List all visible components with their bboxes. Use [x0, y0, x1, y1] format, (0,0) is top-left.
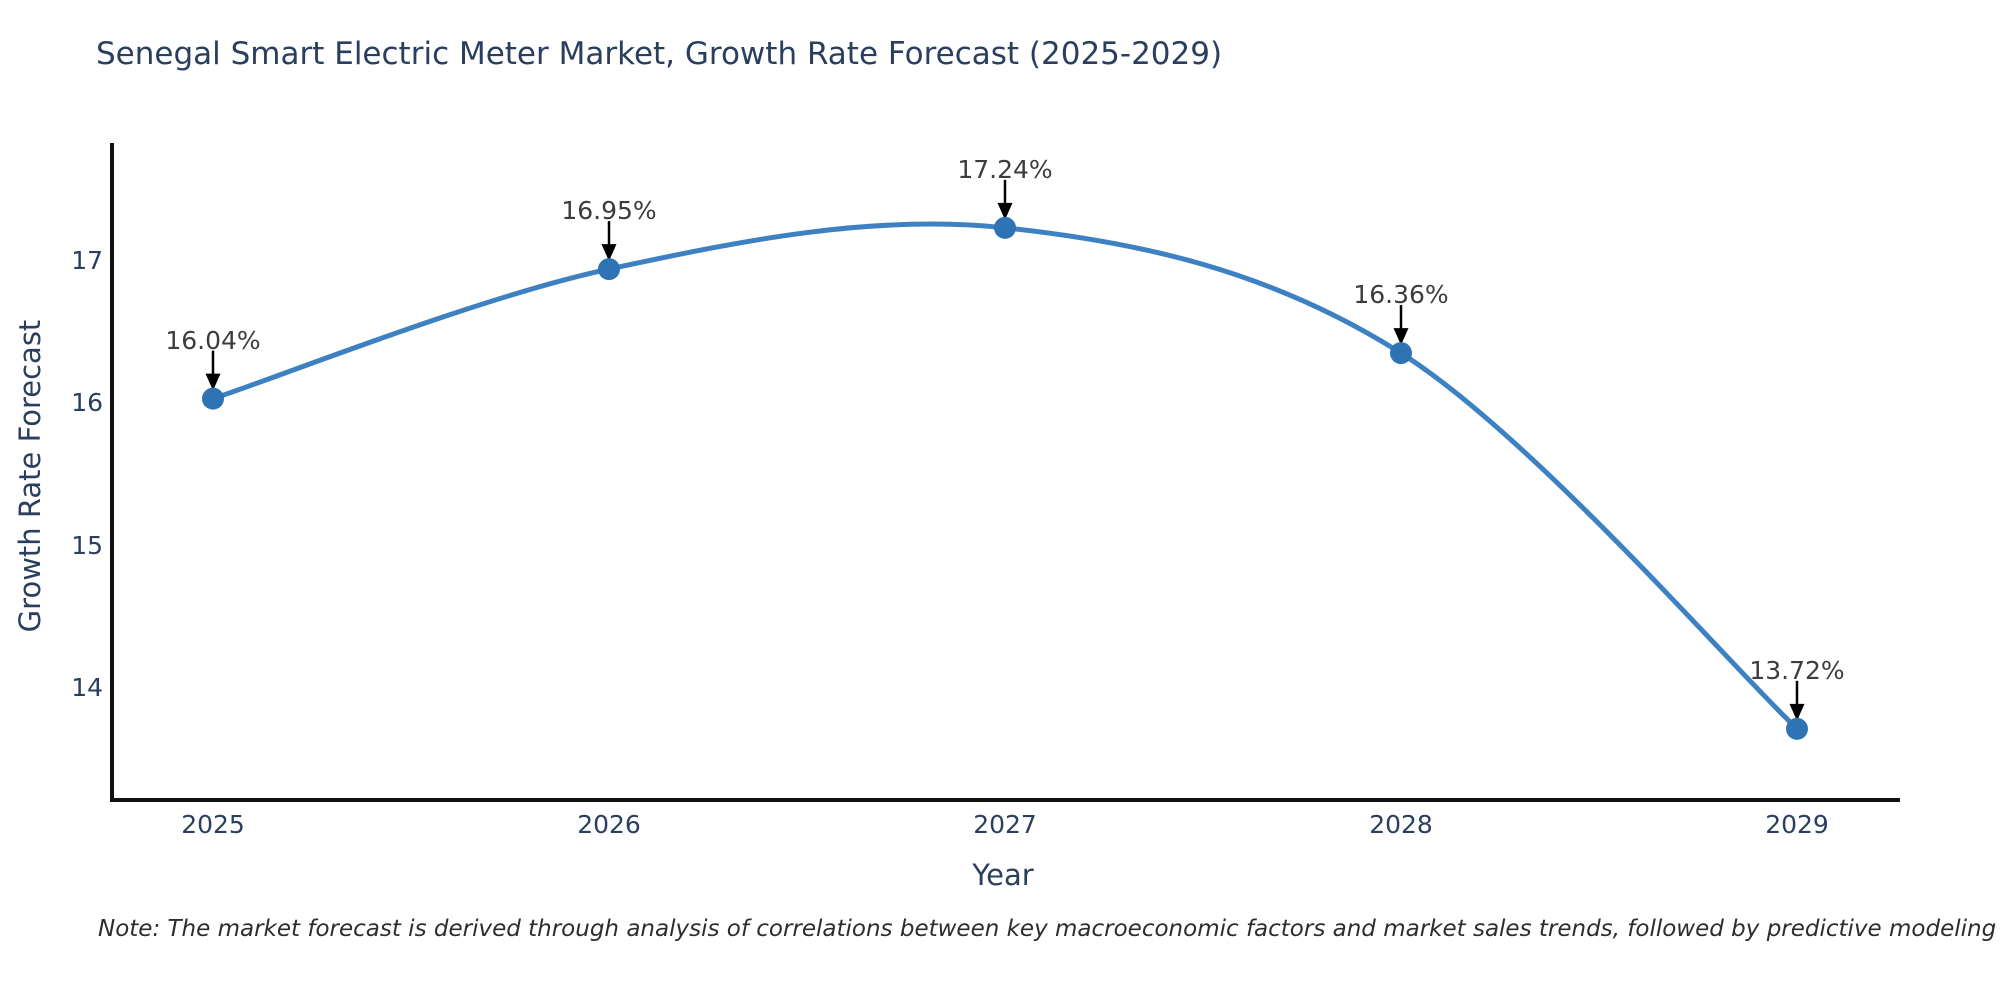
point-annotation: 17.24% — [957, 154, 1053, 184]
x-tick-label: 2025 — [181, 810, 245, 839]
annotation-arrowhead-icon — [1393, 328, 1409, 346]
trend-line-path — [210, 221, 1800, 732]
axis-spines — [110, 143, 1900, 802]
annotation-arrowhead-icon — [1789, 703, 1805, 721]
y-tick-label: 16 — [71, 388, 103, 418]
data-point-marker — [1390, 342, 1412, 365]
point-annotation: 16.04% — [165, 325, 261, 355]
footnote: Note: The market forecast is derived thr… — [98, 916, 2000, 942]
x-tick-label: 2027 — [973, 810, 1037, 839]
point-annotation: 13.72% — [1749, 655, 1845, 685]
data-point-markers — [202, 216, 1808, 740]
x-tick-label: 2028 — [1369, 810, 1433, 839]
data-point-marker — [598, 258, 620, 281]
annotation-arrowhead-icon — [997, 202, 1013, 220]
data-point-marker — [202, 387, 224, 410]
annotation-arrows — [205, 179, 1805, 721]
y-tick-label: 14 — [71, 672, 103, 702]
chart-title: Senegal Smart Electric Meter Market, Gro… — [96, 36, 1223, 72]
data-point-marker — [1786, 717, 1808, 740]
x-tick-label: 2026 — [577, 810, 641, 839]
trend-line — [210, 221, 1800, 732]
data-point-marker — [994, 216, 1016, 239]
y-tick-label: 15 — [71, 530, 103, 560]
annotation-arrowhead-icon — [601, 244, 617, 262]
x-tick-label: 2029 — [1765, 810, 1829, 839]
x-axis-title: Year — [972, 858, 1034, 892]
point-annotation: 16.95% — [561, 196, 657, 226]
y-tick-label: 17 — [71, 246, 103, 275]
annotation-arrowhead-icon — [205, 373, 221, 391]
point-annotation: 16.36% — [1353, 280, 1449, 310]
